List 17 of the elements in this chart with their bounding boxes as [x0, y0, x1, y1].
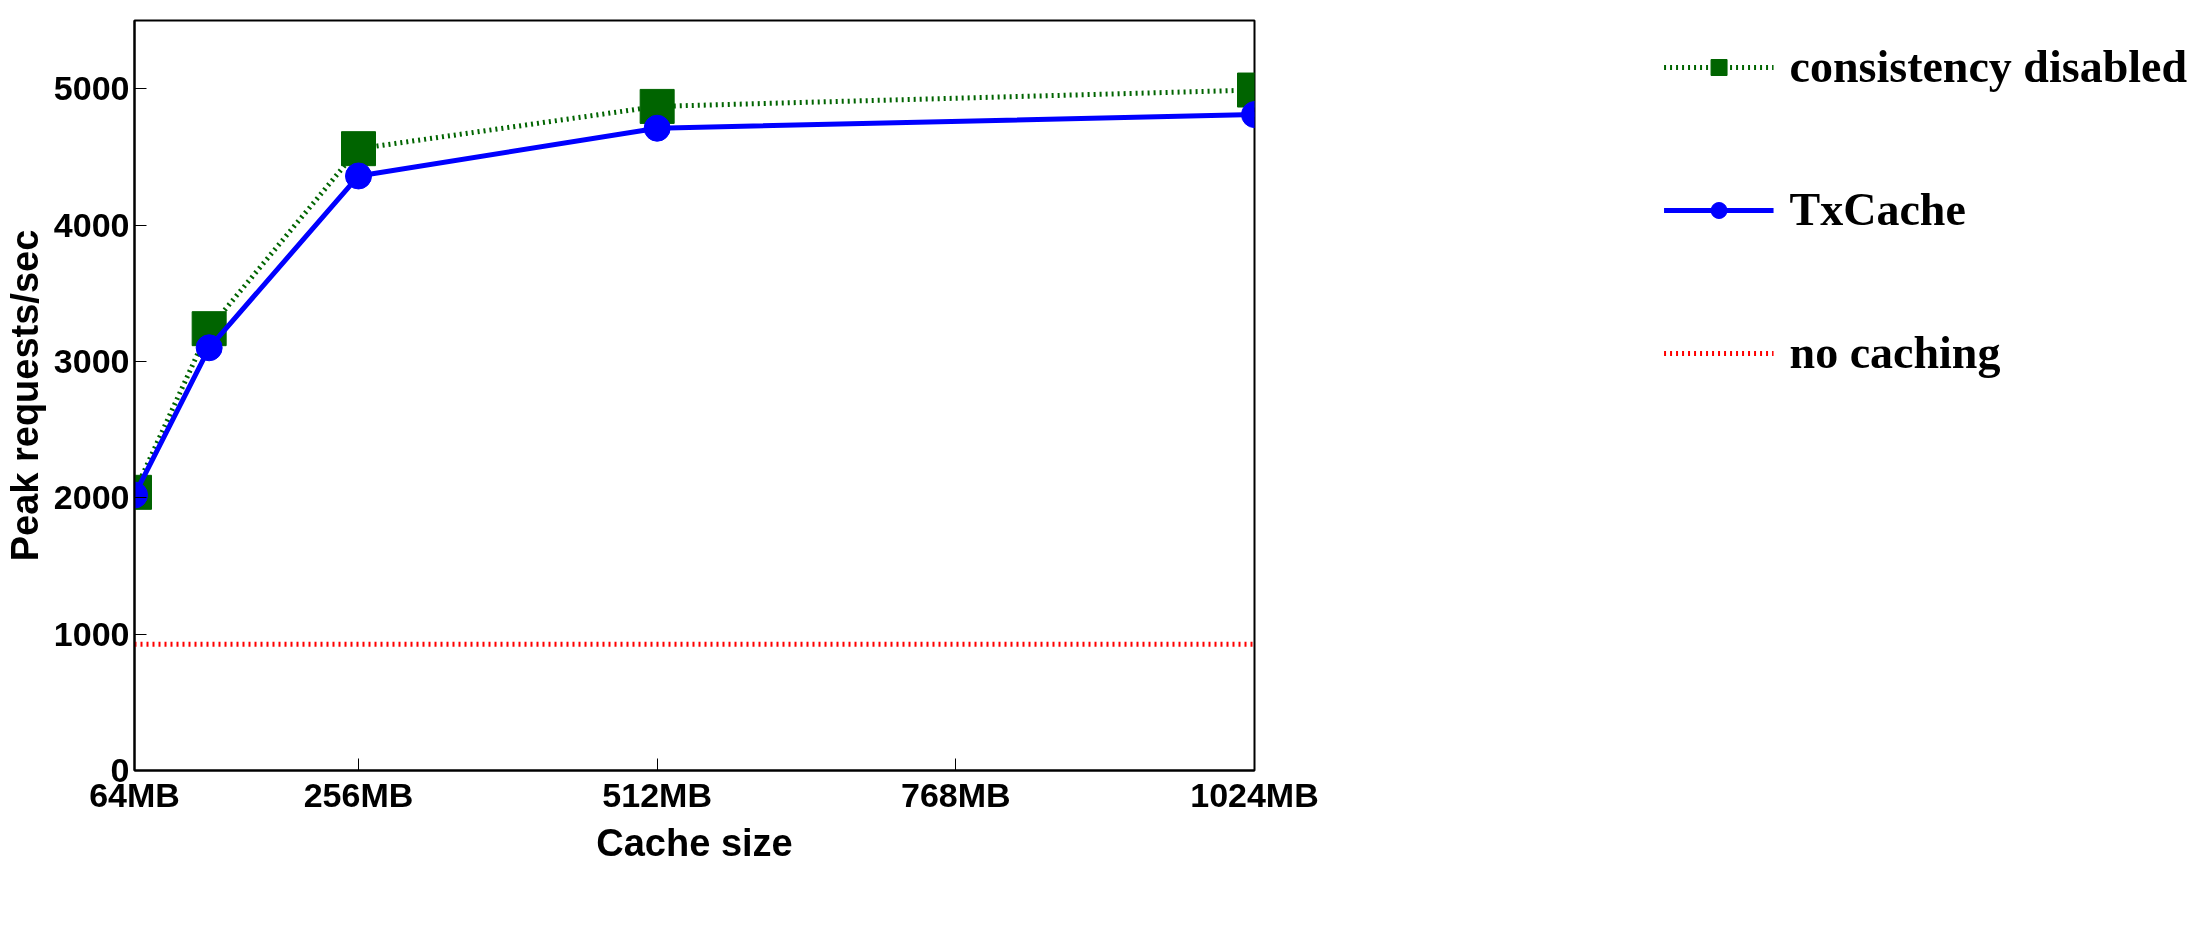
y-axis-title: Peak requests/sec	[3, 229, 46, 562]
legend-label: consistency disabled	[1789, 40, 2187, 93]
y-tick-label: 1000	[53, 614, 130, 653]
y-tick-label: 4000	[53, 205, 130, 244]
x-axis-title: Cache size	[596, 821, 793, 864]
x-tick-label: 1024MB	[1190, 775, 1319, 814]
y-tick-label: 3000	[53, 341, 130, 380]
point	[195, 334, 223, 362]
x-tick-label: 512MB	[602, 775, 712, 814]
y-tick-label: 2000	[53, 478, 130, 517]
point	[345, 162, 372, 190]
legend-label: no caching	[1789, 326, 2001, 379]
x-tick-label: 768MB	[901, 775, 1011, 814]
point	[341, 131, 376, 167]
legend-label: TxCache	[1789, 183, 1966, 236]
x-tick-label: 256MB	[303, 775, 414, 814]
y-tick-label: 5000	[53, 69, 130, 108]
